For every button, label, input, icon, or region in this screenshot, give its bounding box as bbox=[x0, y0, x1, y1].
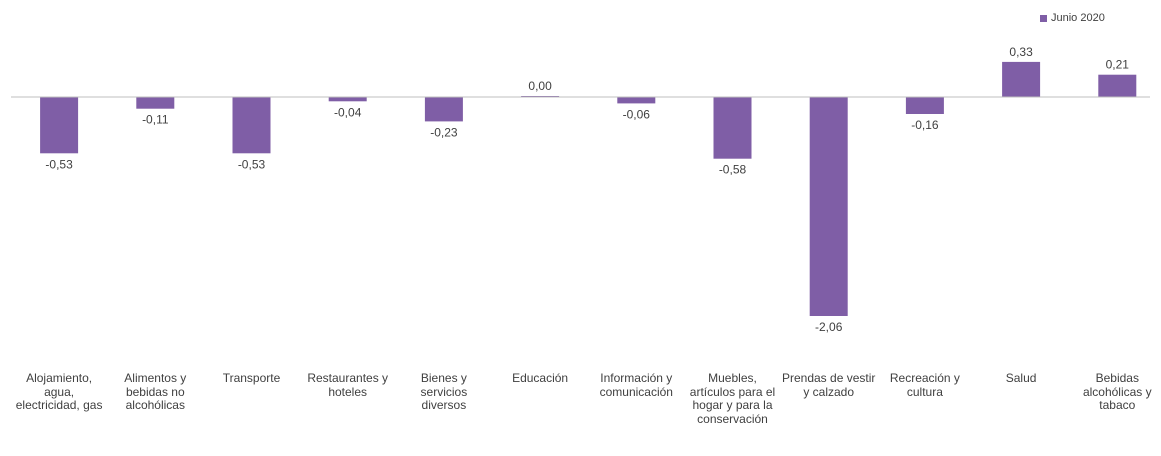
data-label: -0,16 bbox=[911, 118, 939, 132]
category-label: Salud bbox=[1005, 371, 1037, 385]
data-label: -0,53 bbox=[45, 157, 73, 171]
category-label: Educación bbox=[512, 371, 569, 385]
category-label: Recreación y cultura bbox=[889, 371, 960, 399]
bar bbox=[617, 97, 656, 104]
legend-label: Junio 2020 bbox=[1051, 12, 1105, 24]
category-label: Alojamiento, agua, electricidad, gas bbox=[15, 371, 103, 412]
bars-group bbox=[40, 61, 1137, 316]
bar bbox=[713, 97, 752, 159]
bar bbox=[1098, 74, 1137, 97]
bar bbox=[136, 97, 175, 109]
category-label: Bebidas alcohólicas y tabaco bbox=[1082, 371, 1152, 412]
legend: Junio 2020 bbox=[1040, 12, 1105, 24]
category-label: Información y comunicación bbox=[599, 371, 673, 399]
data-label: -0,53 bbox=[238, 157, 266, 171]
bar bbox=[809, 97, 848, 316]
category-label: Restaurantes y hoteles bbox=[307, 371, 389, 399]
data-label: -2,06 bbox=[815, 320, 843, 334]
data-label: -0,23 bbox=[430, 125, 458, 139]
legend-swatch bbox=[1040, 14, 1047, 22]
data-label: -0,58 bbox=[719, 163, 747, 177]
data-label: 0,21 bbox=[1106, 58, 1130, 72]
data-label: -0,11 bbox=[142, 113, 169, 127]
category-label: Alimentos y bebidas no alcohólicas bbox=[124, 371, 187, 412]
bar bbox=[328, 97, 367, 102]
category-label: Muebles, artículos para el hogar y para … bbox=[689, 371, 776, 426]
bar bbox=[232, 97, 271, 154]
data-label: -0,06 bbox=[623, 107, 651, 121]
data-label: -0,04 bbox=[334, 105, 362, 119]
category-label: Bienes y servicios diversos bbox=[420, 371, 468, 412]
data-label: 0,33 bbox=[1009, 45, 1033, 59]
bar bbox=[905, 97, 944, 114]
bar bbox=[40, 97, 79, 154]
data-labels-group: -0,53 -0,11 -0,53 -0,04 -0,23 0,00 -0,06 -0,58 -… bbox=[45, 45, 1129, 334]
bar bbox=[1002, 61, 1041, 97]
bar bbox=[424, 97, 463, 122]
data-label: 0,00 bbox=[528, 79, 552, 93]
category-label: Prendas de vestir y calzado bbox=[781, 371, 876, 399]
category-label: Transporte bbox=[222, 371, 281, 385]
